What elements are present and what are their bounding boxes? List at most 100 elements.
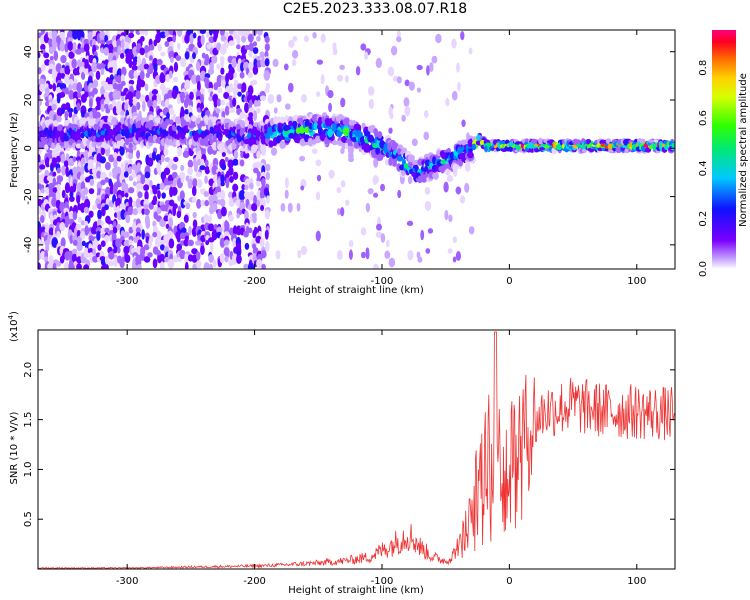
heatmap-cell xyxy=(109,188,114,195)
heatmap-cell xyxy=(420,229,425,241)
heatmap-cell xyxy=(445,168,451,176)
heatmap-cell xyxy=(320,74,325,85)
heatmap-cell xyxy=(452,256,457,263)
heatmap-cell xyxy=(52,262,57,269)
heatmap-cell xyxy=(183,214,189,223)
heatmap-cell xyxy=(157,168,162,176)
colorbar-ticks: 0.0 0.2 0.4 0.6 0.8 xyxy=(698,60,709,277)
heatmap-cell xyxy=(77,216,83,223)
heatmap-cell xyxy=(203,213,209,225)
heatmap-cell xyxy=(81,240,86,247)
heatmap-cell xyxy=(296,202,301,212)
heatmap-cell xyxy=(266,195,270,204)
heatmap-cell xyxy=(92,87,98,95)
heatmap-cell xyxy=(92,118,97,125)
heatmap-cell xyxy=(257,99,261,107)
heatmap-cell xyxy=(164,185,170,191)
heatmap-cell xyxy=(288,120,293,127)
heatmap-cell xyxy=(147,157,154,167)
heatmap-cell xyxy=(151,199,157,206)
heatmap-cell xyxy=(388,127,393,134)
heatmap-cell xyxy=(367,188,374,195)
heatmap-cell xyxy=(51,30,58,41)
heatmap-cell xyxy=(173,156,179,163)
heatmap-cell xyxy=(256,171,261,178)
heatmap-cell xyxy=(468,47,473,55)
heatmap-cell xyxy=(38,52,41,59)
heatmap-cell xyxy=(249,182,254,190)
heatmap-cell xyxy=(136,150,141,159)
heatmap-cell xyxy=(40,215,45,224)
heatmap-cell xyxy=(139,70,145,81)
heatmap-cell xyxy=(195,251,201,261)
heatmap-cell xyxy=(332,47,338,56)
heatmap-cell xyxy=(155,117,162,124)
heatmap-cell xyxy=(384,250,391,259)
heatmap-cell xyxy=(207,145,214,155)
heatmap-cell xyxy=(172,178,177,187)
heatmap-cell xyxy=(56,175,64,183)
heatmap-cell xyxy=(53,50,59,62)
heatmap-cell xyxy=(201,52,206,59)
heatmap-cell xyxy=(212,202,218,213)
heatmap-cell xyxy=(156,207,162,215)
heatmap-cell xyxy=(167,230,174,241)
heatmap-cell xyxy=(116,223,121,231)
heatmap-cell xyxy=(90,226,98,235)
heatmap-cell xyxy=(364,51,369,60)
heatmap-cell xyxy=(404,79,410,87)
heatmap-cell xyxy=(39,83,46,93)
heatmap-cell xyxy=(208,254,215,263)
heatmap-cell xyxy=(76,194,81,204)
heatmap-cell xyxy=(407,154,414,163)
heatmap-cell xyxy=(265,163,271,172)
heatmap-cell xyxy=(417,256,423,263)
heatmap-cell xyxy=(328,102,332,113)
heatmap-cell xyxy=(207,223,215,232)
heatmap-cell xyxy=(247,85,254,96)
heatmap-cell xyxy=(259,51,265,59)
heatmap-cell xyxy=(136,101,141,111)
heatmap-cell xyxy=(459,195,466,204)
heatmap-cell xyxy=(40,30,46,35)
heatmap-cell xyxy=(244,242,250,250)
heatmap-cell xyxy=(80,220,86,226)
heatmap-cell xyxy=(191,185,197,197)
heatmap-cell xyxy=(71,248,78,255)
heatmap-cell xyxy=(120,66,127,77)
heatmap-cell xyxy=(327,89,334,99)
heatmap-cell xyxy=(228,107,236,113)
heatmap-cell xyxy=(159,182,165,191)
heatmap-cell xyxy=(264,87,270,94)
heatmap-cell xyxy=(298,125,306,134)
heatmap-cell xyxy=(252,79,258,86)
heatmap-cell xyxy=(164,31,170,37)
heatmap-cell xyxy=(200,34,205,46)
heatmap-cell xyxy=(152,99,157,109)
heatmap-cell xyxy=(72,30,79,40)
heatmap-cell xyxy=(100,179,106,186)
heatmap-cell xyxy=(270,147,278,156)
heatmap-cell xyxy=(60,55,67,64)
heatmap-cell xyxy=(40,188,45,194)
heatmap-cell xyxy=(115,90,122,100)
heatmap-cell xyxy=(340,207,345,217)
heatmap-cell xyxy=(154,237,162,248)
heatmap-cell xyxy=(348,156,355,163)
heatmap-cell xyxy=(228,214,234,222)
snr-plot-frame xyxy=(37,329,676,570)
heatmap-cell xyxy=(275,250,281,260)
heatmap-cell xyxy=(316,174,322,182)
heatmap-cell xyxy=(315,159,322,167)
heatmap-cell xyxy=(264,58,270,67)
heatmap-cell xyxy=(214,186,222,194)
heatmap-cell xyxy=(192,219,198,229)
figure-title: C2E5.2023.333.08.07.R18 xyxy=(282,1,468,17)
heatmap-cell xyxy=(132,143,137,151)
heatmap-cell xyxy=(220,198,226,207)
heatmap-cell xyxy=(101,206,106,217)
heatmap-cell xyxy=(300,185,305,191)
heatmap-cell xyxy=(38,141,46,147)
heatmap-cell xyxy=(147,67,154,75)
heatmap-cell xyxy=(115,238,122,248)
